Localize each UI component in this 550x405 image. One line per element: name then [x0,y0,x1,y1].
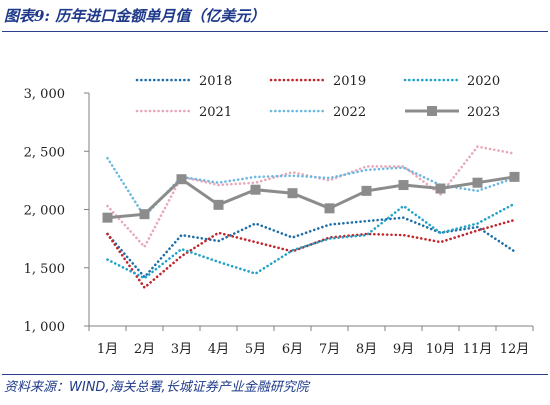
legend-2023-label: 2023 [467,105,500,120]
chart-axes: 1, 000 1, 500 2, 000 2, 500 3, 000 1月 2月 3月 4月 5月… [24,87,534,357]
series-2023-point [250,184,261,195]
legend-2020-label: 2020 [467,74,500,89]
source-note: 资料来源：WIND,海关总署,长城证券产业金融研究院 [4,380,309,395]
series-2020-line [106,202,516,280]
x-tick-label: 3月 [171,342,192,357]
legend-2019-label: 2019 [333,74,366,89]
series-2023-point [324,203,335,214]
x-tick-label: 2月 [134,342,155,357]
series-2023-point [361,185,372,196]
series-2023-point [139,209,150,220]
footer-divider [2,374,548,375]
series-2023-point [509,171,520,182]
series-2018-line [106,216,516,280]
x-tick-label: 4月 [208,342,229,357]
x-tick-label: 6月 [282,342,303,357]
x-tick-label: 8月 [356,342,377,357]
series-2023-point [102,212,113,223]
legend-2022-label: 2022 [333,105,366,120]
series-2023-point [398,180,409,191]
x-tick-label: 10月 [426,342,456,357]
chart-title: 图表9: 历年进口金额单月值（亿美元） [4,7,266,25]
x-tick-label: 1月 [97,342,118,357]
series-layer [102,145,520,290]
series-2023-point [176,174,187,185]
x-tick-label: 7月 [319,342,340,357]
legend-2023-marker [427,106,437,116]
line-chart: 1, 000 1, 500 2, 000 2, 500 3, 000 1月 2月 3月 4月 5月… [24,74,534,357]
y-tick-label: 3, 000 [24,87,65,102]
chart-legend: 2018 2019 2020 2021 2022 2023 [135,74,500,120]
y-tick-label: 1, 000 [24,320,65,335]
x-tick-label: 12月 [500,342,530,357]
title-divider [2,31,548,32]
x-tick-label: 11月 [463,342,493,357]
legend-2021-label: 2021 [199,105,232,120]
series-2019-line [106,218,516,290]
series-2023-point [213,199,224,210]
legend-2018-label: 2018 [199,74,232,89]
y-tick-label: 1, 500 [24,262,65,277]
x-tick-label: 9月 [393,342,414,357]
series-2023-point [287,188,298,199]
series-2022-line [106,156,516,219]
y-tick-label: 2, 000 [24,204,65,219]
x-tick-label: 5月 [245,342,266,357]
series-2023-point [472,177,483,188]
y-tick-label: 2, 500 [24,145,65,160]
series-2023-point [435,183,446,194]
series-2023-line [107,175,515,220]
